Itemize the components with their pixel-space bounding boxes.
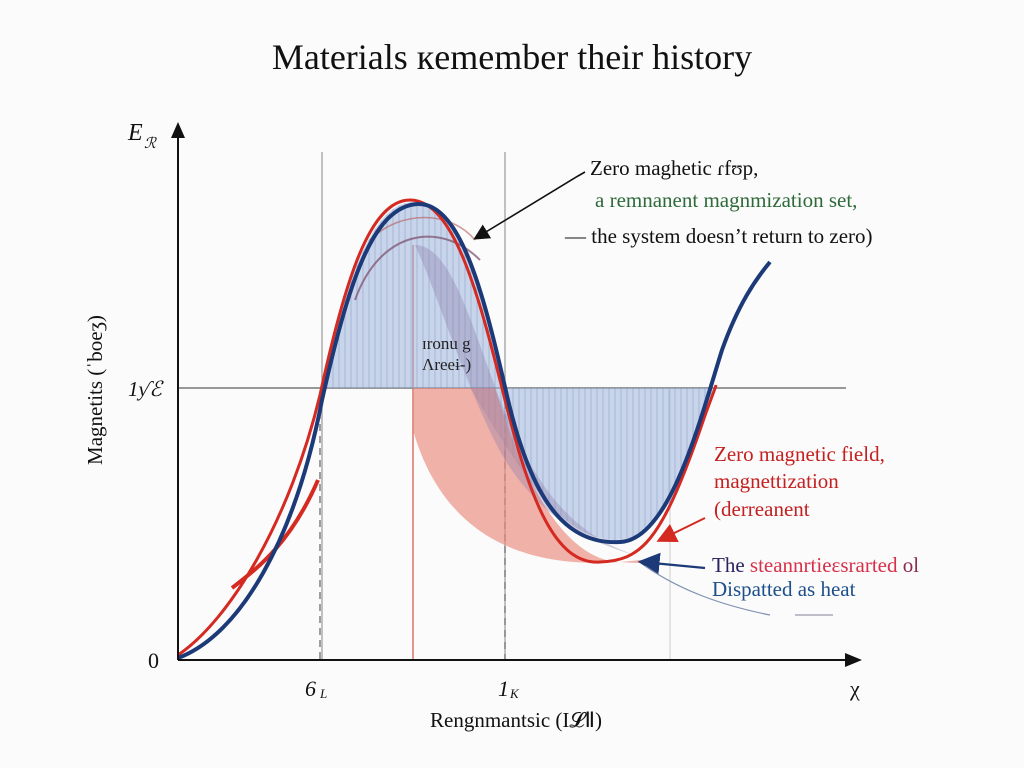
top-annotation-arrow (473, 171, 586, 240)
middle-annotation-line2: magnettization (714, 469, 839, 493)
top-annotation-line1: Zero maghetic ɾfʊp, (590, 156, 758, 180)
bottom-annotation-line1: The steannrtieɛsrarted ol (712, 553, 919, 577)
middle-annotation-line3: (derreanent (714, 497, 810, 521)
bottom-annotation-the: The (712, 553, 750, 577)
y-axis-top-label: E (127, 120, 143, 146)
bottom-annotation-line2: Dispatted as heat (712, 577, 856, 601)
heat-dissipation-tail (644, 565, 771, 616)
loop-area-label-line2: Λreeɨ-) (422, 355, 471, 374)
x-tick-label-2: 1 (498, 676, 509, 701)
x-axis-title: Rengnmantsic (I𝓛Ⅱ) (430, 708, 602, 732)
x-tick-label-1: 6 (305, 676, 316, 701)
red-small-branch (230, 479, 320, 590)
diagram-title: Materials кemember their history (271, 37, 753, 77)
y-axis-arrow-icon (171, 122, 185, 138)
bottom-annotation-ol: ol (898, 553, 920, 577)
x-tick-label-2-subscript: K (509, 686, 520, 701)
red-loss-fill (413, 388, 649, 563)
lower-blue-hatch (470, 388, 715, 540)
overlap-purple-fill (415, 245, 650, 560)
top-annotation-line2: a remnanent magnmization set, (595, 188, 857, 212)
y-tick-label-mid: 1ƴℰ (128, 377, 164, 401)
y-axis-title: Magnetits (ˈboeʒ) (83, 315, 107, 465)
bottom-annotation-arrow (637, 552, 706, 575)
loop-area-label-line1: ɪronu g (422, 334, 471, 353)
top-annotation-line3: — the system doesn’t return to zero) (564, 224, 873, 248)
middle-annotation-arrow (656, 517, 706, 542)
x-axis-end-label: χ (849, 676, 860, 701)
bottom-annotation-garbled: steannrtieɛsrarted (750, 553, 898, 577)
middle-annotation-line1: Zero magnetic field, (714, 442, 885, 466)
inner-arc-2 (369, 216, 476, 241)
origin-label: 0 (148, 648, 159, 673)
blue-magnetization-curve (177, 201, 772, 660)
x-tick-label-1-subscript: L (319, 686, 327, 701)
y-axis-top-subscript: ℛ (144, 136, 157, 152)
x-axis-arrow-icon (845, 653, 862, 667)
